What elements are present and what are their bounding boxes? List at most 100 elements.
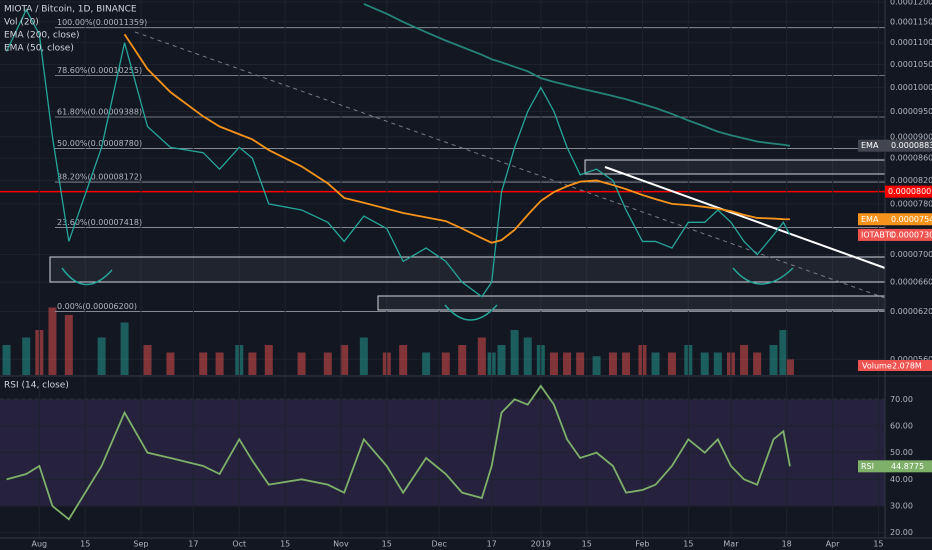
price-axis xyxy=(885,0,932,550)
fib-label: 50.00%(0.00008780) xyxy=(57,139,142,148)
x-tick-label: Nov xyxy=(333,540,349,549)
volume-bar xyxy=(769,345,778,375)
volume-bar xyxy=(622,352,631,375)
fib-label: 100.00%(0.00011359) xyxy=(57,18,147,27)
y-tick-label: 70.00 xyxy=(890,395,913,404)
x-tick-label: 2019 xyxy=(531,540,551,549)
volume-bar xyxy=(97,337,106,375)
x-tick-label: Apr xyxy=(826,540,841,549)
support-zone xyxy=(377,295,886,311)
x-tick-label: 15 xyxy=(873,540,883,549)
volume-bar xyxy=(779,330,788,375)
indicator-title: EMA (200, close) xyxy=(4,31,80,41)
axis-tag-label: RSI xyxy=(861,462,874,471)
volume-bar xyxy=(785,359,794,375)
volume-bar xyxy=(199,352,208,375)
axis-tag-value: 0.00007549 xyxy=(891,215,932,224)
volume-bar xyxy=(399,345,408,375)
volume-bar xyxy=(510,330,519,375)
x-tick-label: Oct xyxy=(232,540,246,549)
series-line xyxy=(5,8,791,298)
fib-label: 78.60%(0.00010255) xyxy=(57,66,142,75)
volume-bar xyxy=(248,352,257,375)
arc xyxy=(61,267,113,286)
volume-bar xyxy=(458,345,467,375)
volume-bar xyxy=(700,352,709,375)
overlay: 100.00%(0.00011359) 78.60%(0.00010255) 61.… xyxy=(5,3,791,521)
axis-tag-value: 0.00008007 xyxy=(888,187,932,196)
indicator-title: Vol (20) xyxy=(4,18,39,28)
support-zone xyxy=(49,256,886,283)
y-tick-label: 40.00 xyxy=(890,475,913,484)
volume-bar xyxy=(497,345,506,375)
axis-tag-value: 0.00007301 xyxy=(891,230,932,239)
x-tick-label: 17 xyxy=(188,540,198,549)
volume-bar xyxy=(215,352,224,375)
y-tick-label: 30.00 xyxy=(890,502,913,511)
volume-bar xyxy=(753,352,762,375)
fib-label: 0.00%(0.00006200) xyxy=(57,302,137,311)
axis-tag xyxy=(858,213,932,226)
volume-bar xyxy=(667,352,676,375)
axis-tag xyxy=(885,185,932,198)
axis-tag-label: EMA xyxy=(861,215,879,224)
volume-bar xyxy=(297,352,306,375)
resistance-zone xyxy=(584,159,886,175)
fib-label: 61.80%(0.00009388) xyxy=(57,108,142,117)
axis-tag xyxy=(858,460,932,473)
volume-bar xyxy=(422,352,431,375)
y-tick-label: 0.00006200 xyxy=(890,307,932,316)
volume-bar xyxy=(549,352,558,375)
volume-bar xyxy=(340,345,349,375)
volume-bar xyxy=(441,352,450,375)
x-tick-label: 15 xyxy=(382,540,392,549)
volume-bar xyxy=(592,356,601,375)
series-line xyxy=(123,33,790,244)
volume-bar xyxy=(713,352,722,375)
indicator-title: EMA (50, close) xyxy=(4,44,74,54)
x-tick-label: 15 xyxy=(280,540,290,549)
volume-bar xyxy=(120,322,129,375)
x-tick-label: Mar xyxy=(723,540,739,549)
axis-tag-value: 2.078M xyxy=(892,362,922,371)
series-line xyxy=(6,384,791,521)
x-tick-label: Sep xyxy=(133,540,148,549)
volume-bar xyxy=(477,337,486,375)
volume-bar xyxy=(264,345,273,375)
arc xyxy=(444,304,498,321)
y-tick-label: 0.00005600 xyxy=(890,355,932,364)
fib-label: 23.60%(0.00007418) xyxy=(57,218,142,227)
x-tick-label: Feb xyxy=(635,540,649,549)
x-tick-label: Aug xyxy=(32,540,48,549)
axis-tag-label: Volume xyxy=(862,362,892,371)
volume-bar xyxy=(2,345,11,375)
axis-tag-label: EMA xyxy=(861,141,879,150)
volume-bar xyxy=(64,315,73,375)
volume-bar xyxy=(608,352,617,375)
x-tick-label: 17 xyxy=(487,540,497,549)
y-tick-label: 60.00 xyxy=(890,422,913,431)
series-line xyxy=(363,3,791,147)
x-tick-label: 15 xyxy=(683,540,693,549)
volume-bar xyxy=(166,352,175,375)
volume-bar xyxy=(740,345,749,375)
axis-tag xyxy=(858,360,932,371)
axis-tag xyxy=(858,228,932,241)
axis-tag-value: 0.00008831 xyxy=(891,141,932,150)
volume-bar xyxy=(323,352,332,375)
y-tick-label: 50.00 xyxy=(890,448,913,457)
volume-bar xyxy=(563,352,572,375)
volume-bar xyxy=(523,337,532,375)
volume-bar xyxy=(143,345,152,375)
